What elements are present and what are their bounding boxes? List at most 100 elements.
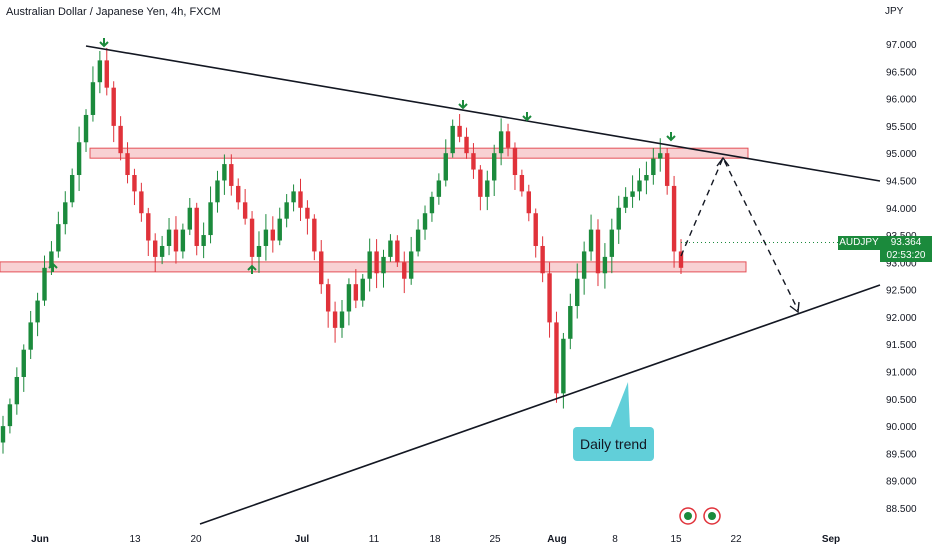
candle-body	[623, 196, 628, 208]
candle-body	[291, 191, 296, 203]
candle-body	[14, 376, 20, 405]
projection-path	[680, 156, 799, 311]
swing-high-arrow-icon	[458, 100, 468, 110]
candle-body	[236, 185, 241, 203]
y-tick-label: 95.000	[886, 149, 917, 160]
candle-body	[201, 235, 206, 246]
candle-body	[69, 175, 75, 203]
y-tick-label: 89.000	[886, 477, 917, 488]
swing-high-arrow-icon	[99, 38, 109, 48]
y-tick-label: 93.000	[886, 258, 917, 269]
economic-event-dot	[708, 512, 716, 520]
y-tick-label: 94.500	[886, 176, 917, 187]
x-tick-label: Aug	[547, 534, 566, 545]
candle-body	[28, 322, 33, 350]
candle-body	[249, 218, 255, 257]
candle-body	[159, 245, 165, 257]
x-tick-label: 22	[730, 534, 742, 545]
candle-body	[485, 180, 490, 197]
x-tick-label: 18	[429, 534, 441, 545]
candle-body	[346, 284, 352, 312]
candle-body	[173, 229, 179, 252]
swing-high-arrow-icon	[522, 112, 532, 122]
candle-body	[284, 202, 289, 219]
projection-arrowhead	[789, 301, 800, 314]
candle-body	[263, 229, 269, 246]
y-tick-label: 90.000	[886, 422, 917, 433]
y-tick-label: 89.500	[886, 449, 917, 460]
candle-body	[63, 202, 68, 225]
support-zone	[0, 261, 747, 273]
candle-body	[651, 158, 656, 176]
candle-body	[118, 125, 123, 154]
x-tick-label: 8	[612, 534, 618, 545]
y-tick-label: 95.500	[886, 122, 917, 133]
candle-body	[76, 142, 82, 176]
chart-title: Australian Dollar / Japanese Yen, 4h, FX…	[6, 6, 221, 18]
candle-body	[180, 229, 186, 252]
candle-body	[83, 114, 89, 143]
x-tick-label: Sep	[822, 534, 840, 545]
candle-body	[153, 240, 158, 257]
y-tick-label: 91.000	[886, 368, 917, 379]
y-tick-label: 96.500	[886, 67, 917, 78]
candle-body	[457, 125, 462, 137]
candle-body	[658, 153, 663, 159]
candle-body	[547, 273, 552, 323]
candle-body	[575, 278, 580, 307]
candle-body	[21, 349, 26, 377]
bar-countdown: 02:53:20	[886, 250, 926, 261]
candle-body	[512, 147, 518, 176]
candle-body	[478, 169, 483, 197]
candle-body	[353, 284, 359, 301]
candle-body	[277, 218, 282, 241]
candle-body	[498, 131, 504, 154]
candle-body	[436, 180, 442, 197]
candle-body	[540, 245, 545, 274]
price-axis-unit: JPY	[885, 6, 904, 17]
swing-high-arrow-icon	[666, 132, 676, 142]
projection-arrowhead	[716, 156, 730, 167]
candle-body	[242, 202, 248, 219]
candle-body	[602, 256, 608, 274]
candle-body	[402, 262, 407, 279]
x-tick-label: 15	[670, 534, 682, 545]
y-tick-label: 97.000	[886, 40, 917, 51]
candle-body	[104, 60, 109, 88]
last-price-value: 93.364	[890, 237, 922, 248]
candle-body	[471, 153, 476, 170]
candle-body	[595, 229, 601, 274]
candle-body	[7, 404, 13, 427]
candle-body	[443, 153, 448, 181]
zones-layer	[0, 147, 749, 273]
candle-body	[637, 180, 642, 192]
candle-body	[319, 251, 324, 285]
y-tick-label: 96.000	[886, 95, 917, 106]
candle-body	[492, 153, 497, 181]
arrow-head	[522, 115, 532, 122]
y-tick-label: 90.500	[886, 395, 917, 406]
candle-body	[664, 153, 670, 186]
candle-body	[429, 196, 435, 214]
candle-body	[339, 311, 345, 328]
y-tick-label: 94.000	[886, 204, 917, 215]
y-tick-label: 91.500	[886, 340, 917, 351]
candle-body	[533, 213, 538, 246]
candle-body	[325, 284, 331, 312]
arrow-head	[666, 135, 676, 142]
candle-body	[374, 251, 379, 274]
candle-body	[588, 229, 594, 252]
candle-body	[332, 311, 338, 328]
candle-layer	[0, 47, 684, 454]
candle-body	[166, 229, 172, 246]
candle-body	[464, 136, 469, 154]
candle-body	[42, 267, 47, 301]
candle-body	[505, 131, 511, 148]
candle-body	[644, 175, 649, 181]
candle-body	[568, 306, 573, 339]
candle-body	[581, 251, 587, 279]
x-tick-label: Jul	[295, 534, 310, 545]
economic-event-dot	[684, 512, 692, 520]
arrow-head	[458, 103, 468, 110]
